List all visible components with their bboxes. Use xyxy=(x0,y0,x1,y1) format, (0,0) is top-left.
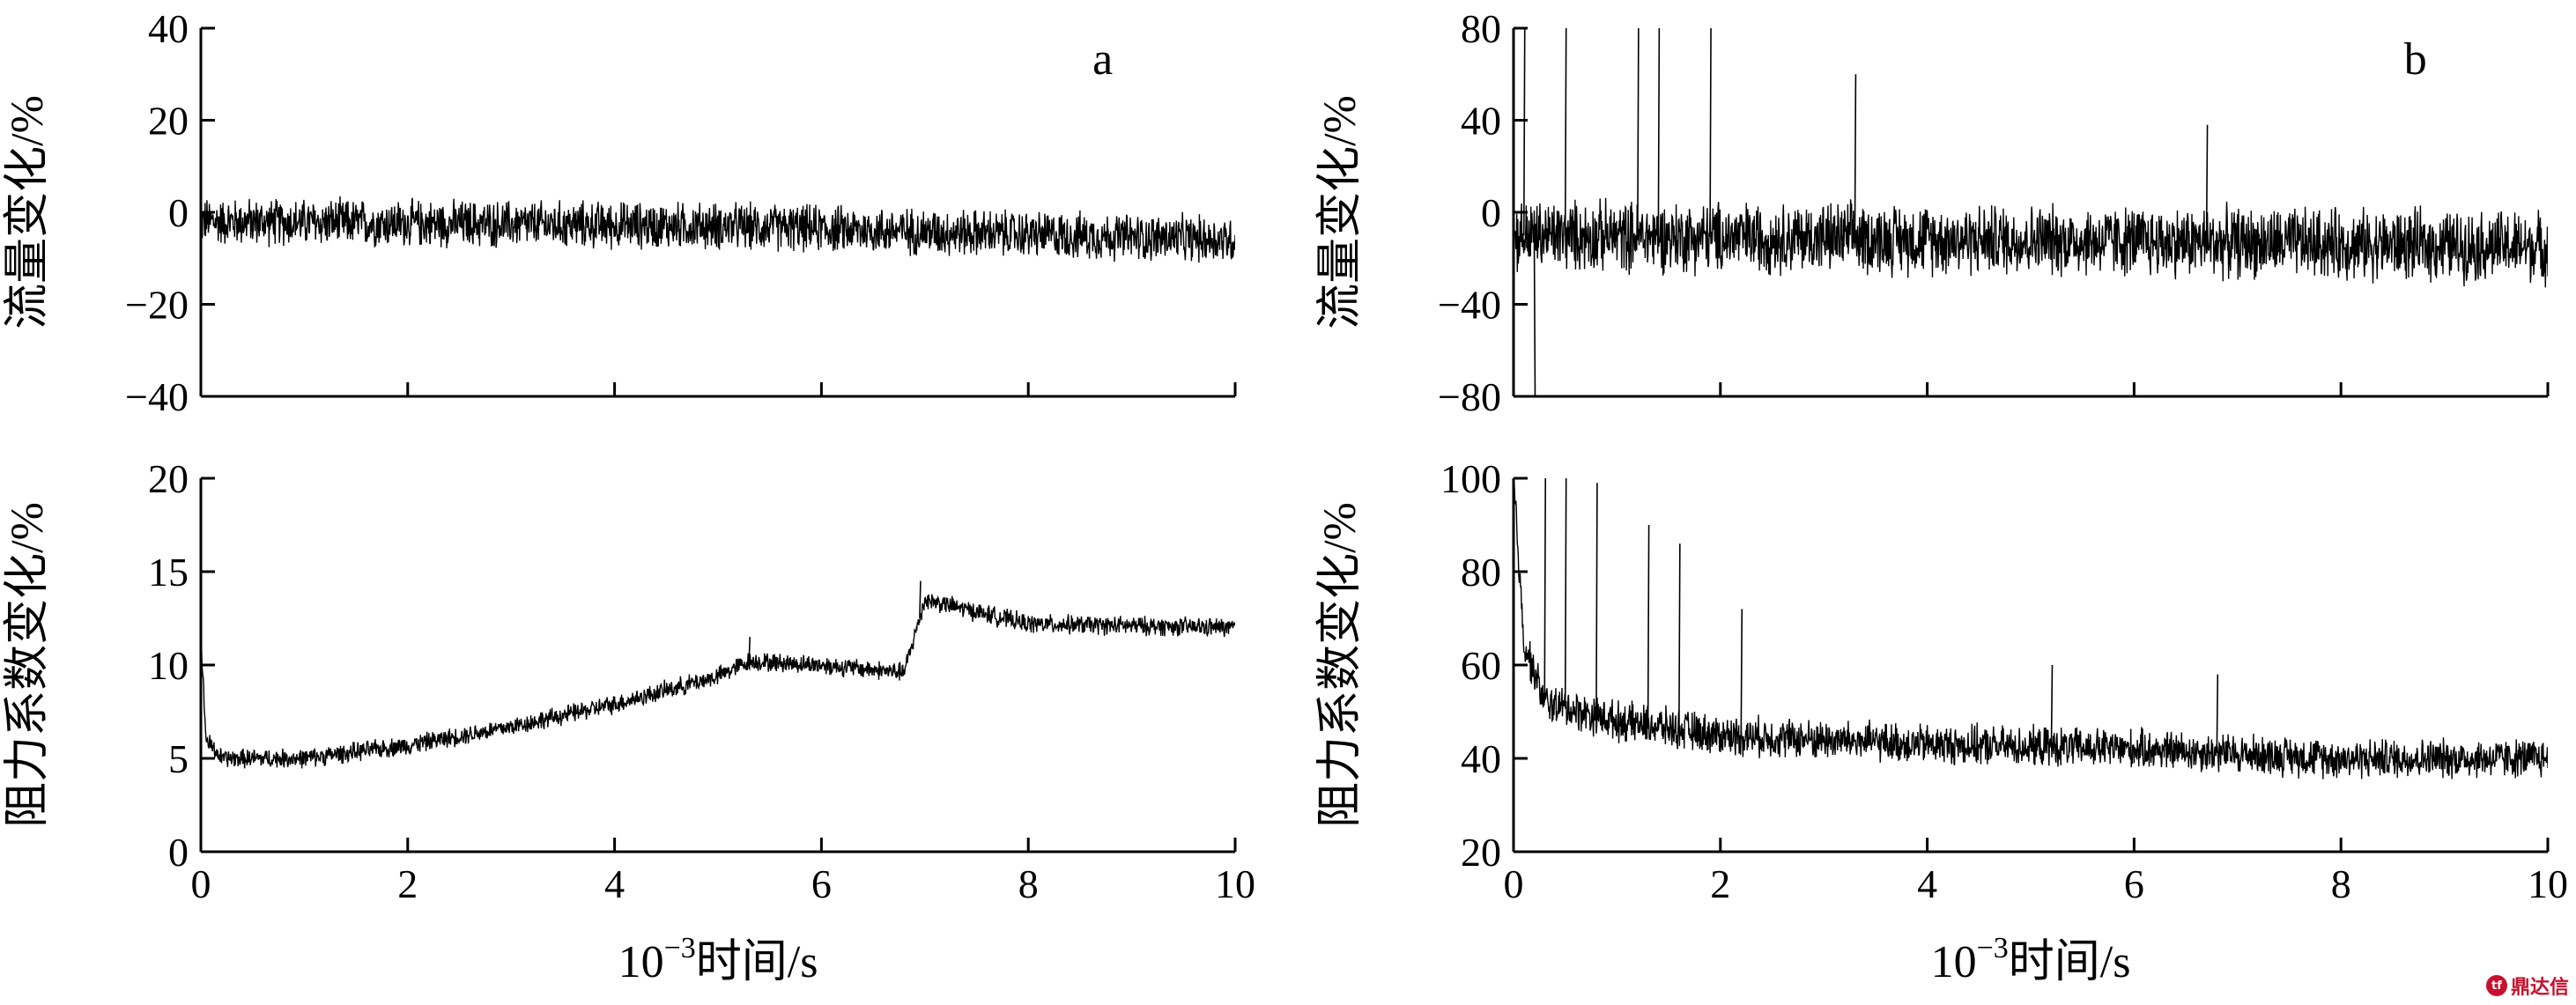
y-tick-label-b-bottom: 40 xyxy=(1461,736,1501,781)
x-tick-label-b-bottom: 6 xyxy=(2124,861,2144,906)
series-line-a-bottom xyxy=(201,594,1235,769)
x-tick-label-a-bottom: 2 xyxy=(397,861,418,906)
y-tick-label-a-bottom: 5 xyxy=(168,736,189,781)
y-tick-label-a-top: −20 xyxy=(125,283,189,328)
y-tick-label-a-top: 0 xyxy=(168,190,189,235)
x-tick-label-b-bottom: 0 xyxy=(1504,861,1524,906)
spike-b-top-3 xyxy=(1637,28,1640,237)
y-tick-label-b-bottom: 60 xyxy=(1461,643,1501,688)
y-axis-label-b-top: 流量变化/% xyxy=(1315,95,1366,329)
x-tick-label-a-bottom: 6 xyxy=(811,861,832,906)
spike-b-top-4 xyxy=(1657,28,1661,237)
y-axis-label-b-bottom: 阻力系数变化/% xyxy=(1315,502,1366,828)
series-line-b-top xyxy=(1514,197,2548,288)
spike-b-top-5 xyxy=(1709,28,1712,238)
x-tick-label-b-bottom: 2 xyxy=(1710,861,1730,906)
spike-b-top-7 xyxy=(2205,124,2209,243)
y-tick-label-a-bottom: 15 xyxy=(148,550,189,595)
y-tick-label-a-top: −40 xyxy=(125,374,189,419)
y-tick-label-b-bottom: 100 xyxy=(1440,456,1501,501)
panel-b-top: −80 −40 0 40 80 流量变化/% b xyxy=(1315,6,2550,419)
y-tick-label-a-top: 20 xyxy=(148,99,189,144)
x-tick-label-b-bottom: 4 xyxy=(1917,861,1937,906)
spike-b-bottom-6 xyxy=(2050,664,2054,748)
x-tick-label-b-bottom: 8 xyxy=(2331,861,2351,906)
y-axis-label-a-bottom: 阻力系数变化/% xyxy=(3,502,53,828)
series-line-b-bottom xyxy=(1514,478,2548,780)
spike-b-bottom-5 xyxy=(1740,609,1743,736)
spike-b-bottom-0 xyxy=(1543,478,1547,703)
spike-b-top-6 xyxy=(1854,74,1857,239)
x-axis-label-a-bottom: 10−3时间/s xyxy=(618,932,818,987)
y-tick-label-b-top: 80 xyxy=(1461,6,1501,51)
spike-b-bottom-3 xyxy=(1647,524,1650,726)
x-axis-label-b-bottom: 10−3时间/s xyxy=(1931,932,2131,987)
y-tick-label-b-top: −40 xyxy=(1438,283,1501,328)
y-tick-label-b-top: 40 xyxy=(1461,99,1501,144)
spike-b-top-1 xyxy=(1533,235,1536,396)
y-tick-label-a-bottom: 0 xyxy=(168,830,189,875)
panel-b-bottom: 20 40 60 80 100 0 2 4 6 8 10 阻力系数变化/% 10−3时间/s xyxy=(1315,456,2568,987)
y-tick-label-b-bottom: 20 xyxy=(1461,830,1501,875)
watermark-text: 鼎达信 xyxy=(2510,977,2569,999)
x-tick-label-a-bottom: 10 xyxy=(1215,861,1255,906)
panel-a-top: −40 −20 0 20 40 流量变化/% a xyxy=(3,6,1237,419)
y-tick-label-a-top: 40 xyxy=(148,6,189,51)
y-axis-label-a-top: 流量变化/% xyxy=(3,95,53,329)
y-tick-label-b-top: −80 xyxy=(1438,374,1501,419)
panel-a-bottom: 0 5 10 15 20 0 2 4 6 8 10 阻力系数变化/% 10−3时间/s xyxy=(3,456,1255,987)
spike-b-bottom-4 xyxy=(1678,543,1681,730)
y-tick-label-b-bottom: 80 xyxy=(1461,550,1501,595)
watermark: tf 鼎达信 xyxy=(2485,972,2569,1000)
y-tick-label-b-top: 0 xyxy=(1481,190,1501,235)
series-line-a-top xyxy=(201,196,1235,263)
x-tick-label-a-bottom: 8 xyxy=(1018,861,1039,906)
x-tick-label-a-bottom: 4 xyxy=(604,861,625,906)
y-tick-label-a-bottom: 20 xyxy=(148,456,189,501)
spike-a-bottom-1 xyxy=(919,580,922,618)
x-tick-label-b-bottom: 10 xyxy=(2528,861,2568,906)
x-tick-label-a-bottom: 0 xyxy=(191,861,211,906)
panel-label-b-top: b xyxy=(2404,34,2427,85)
spike-b-bottom-2 xyxy=(1595,483,1598,716)
watermark-logo-icon: tf xyxy=(2485,975,2507,996)
spike-a-bottom-0 xyxy=(748,637,751,661)
panel-label-a-top: a xyxy=(1092,34,1113,85)
spike-b-top-0 xyxy=(1522,28,1526,236)
y-tick-label-a-bottom: 10 xyxy=(148,643,189,688)
